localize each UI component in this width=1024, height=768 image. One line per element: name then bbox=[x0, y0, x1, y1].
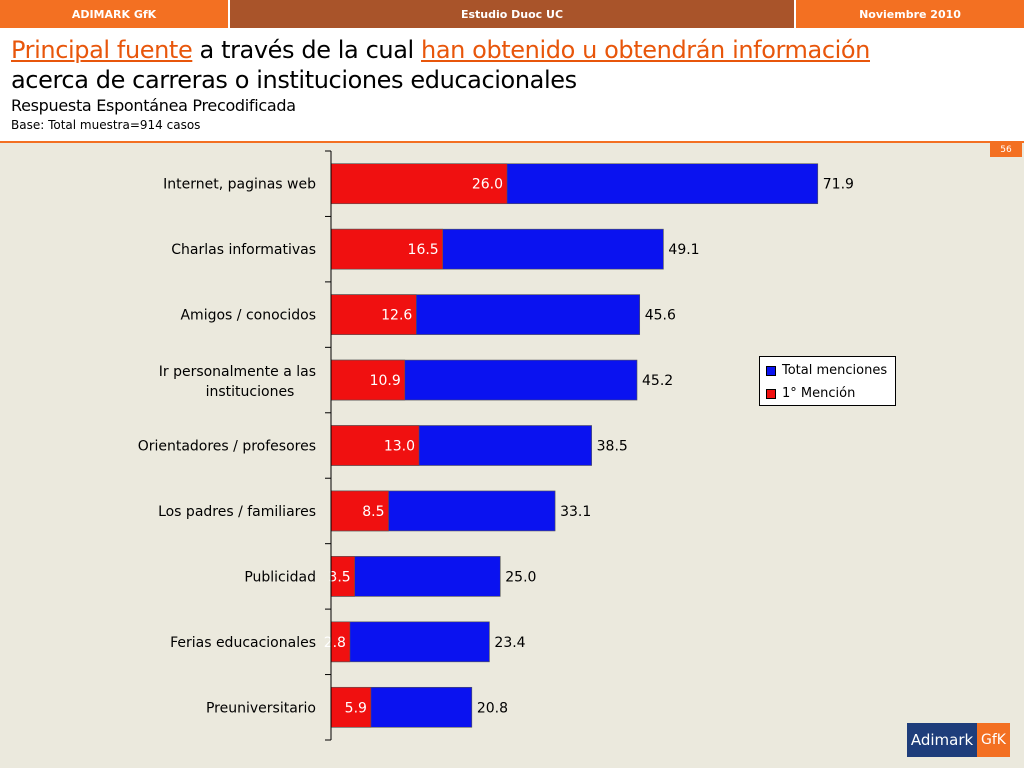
title-highlight-1: Principal fuente bbox=[11, 36, 193, 64]
slide-header bbox=[0, 29, 1024, 143]
category-label: Charlas informativas bbox=[171, 242, 316, 258]
data-label-total: 25.0 bbox=[505, 569, 536, 585]
bar-first bbox=[330, 425, 420, 466]
study-name: Estudio Duoc UC bbox=[460, 7, 564, 21]
data-label-first: 2.8 bbox=[324, 635, 346, 651]
bar-total bbox=[330, 621, 490, 663]
legend-item-first: 1° Mención bbox=[766, 386, 855, 401]
legend-item-total: Total menciones bbox=[766, 363, 887, 378]
data-label-first: 10.9 bbox=[370, 373, 401, 389]
data-label-first: 12.6 bbox=[381, 308, 412, 324]
logo-adimark: Adimark bbox=[907, 723, 977, 757]
data-label-total: 45.6 bbox=[645, 308, 676, 324]
slide-title-line2: acerca de carreras o instituciones educa… bbox=[11, 66, 577, 94]
title-highlight-2: han obtenido u obtendrán información bbox=[421, 36, 870, 64]
top-banner: ADIMARK GfK Estudio Duoc UC Noviembre 20… bbox=[0, 0, 1024, 29]
data-label-total: 38.5 bbox=[597, 439, 628, 455]
category-label: Amigos / conocidos bbox=[180, 308, 316, 324]
bar-first bbox=[330, 294, 417, 335]
legend-label-first: 1° Mención bbox=[782, 386, 856, 401]
title-text-1: a través de la cual bbox=[192, 36, 422, 64]
slide-subtitle: Respuesta Espontánea Precodificada bbox=[11, 96, 296, 115]
data-label-total: 71.9 bbox=[823, 177, 854, 193]
report-date: Noviembre 2010 bbox=[794, 0, 1024, 28]
bar-first bbox=[330, 490, 389, 532]
logo-gfk: GfK bbox=[977, 723, 1010, 757]
adimark-gfk-logo: Adimark GfK bbox=[907, 723, 1010, 757]
data-label-total: 23.4 bbox=[494, 635, 525, 651]
legend-swatch-first bbox=[766, 388, 776, 399]
data-label-first: 26.0 bbox=[472, 177, 503, 193]
category-label: Orientadores / profesores bbox=[138, 439, 316, 455]
legend-swatch-total bbox=[766, 365, 776, 376]
legend-label-total: Total menciones bbox=[782, 363, 888, 378]
data-label-first: 3.5 bbox=[328, 569, 350, 585]
data-label-first: 16.5 bbox=[408, 242, 439, 258]
slide-title: Principal fuente a través de la cual han… bbox=[11, 36, 870, 64]
category-label: Los padres / familiares bbox=[158, 504, 316, 520]
data-label-first: 8.5 bbox=[362, 504, 384, 520]
category-label: Ir personalmente a las instituciones bbox=[159, 364, 316, 400]
category-label: Publicidad bbox=[244, 569, 316, 585]
chart-legend: Total menciones 1° Mención bbox=[759, 356, 896, 406]
page-number: 56 bbox=[990, 142, 1022, 157]
company-name: ADIMARK GfK bbox=[0, 0, 230, 28]
bar-first bbox=[330, 163, 508, 205]
data-label-total: 20.8 bbox=[477, 700, 508, 716]
bar-first bbox=[330, 686, 372, 728]
data-label-total: 45.2 bbox=[642, 373, 673, 389]
data-label-total: 33.1 bbox=[560, 504, 591, 520]
category-label: Internet, paginas web bbox=[163, 177, 316, 193]
sample-base: Base: Total muestra=914 casos bbox=[11, 118, 201, 132]
bar-first bbox=[330, 228, 444, 270]
data-label-first: 13.0 bbox=[384, 439, 415, 455]
bar-first bbox=[330, 359, 406, 401]
data-label-first: 5.9 bbox=[345, 700, 367, 716]
category-label: Preuniversitario bbox=[206, 700, 316, 716]
data-label-total: 49.1 bbox=[668, 242, 699, 258]
bar-total bbox=[330, 556, 501, 597]
category-label: Ferias educacionales bbox=[170, 635, 316, 651]
